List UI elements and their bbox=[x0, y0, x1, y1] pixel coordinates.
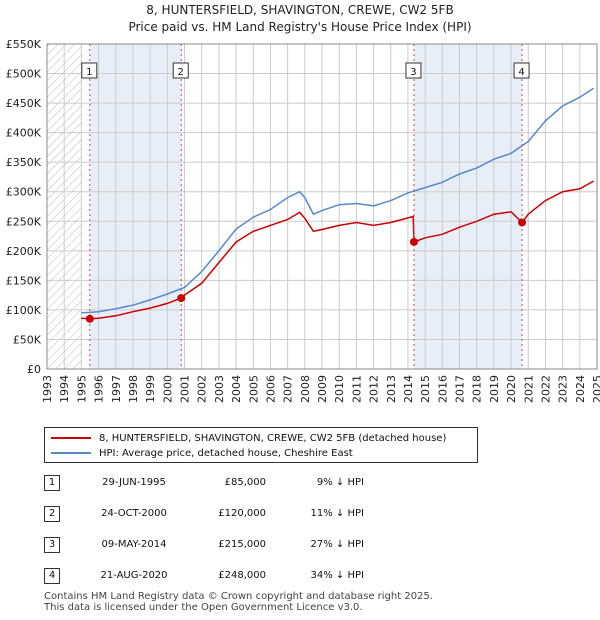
sale-date: 24-OCT-2000 bbox=[101, 508, 167, 519]
sale-point bbox=[177, 294, 186, 303]
x-tick-label: 2024 bbox=[574, 375, 587, 403]
x-tick-label: 1998 bbox=[127, 375, 140, 403]
sale-hpi-diff: 34% ↓ HPI bbox=[310, 570, 364, 581]
sale-point bbox=[518, 218, 527, 227]
x-tick-label: 2002 bbox=[196, 375, 209, 403]
y-tick-label: £500K bbox=[6, 68, 42, 81]
sale-marker-label: 2 bbox=[178, 67, 184, 78]
x-tick-label: 2016 bbox=[436, 375, 449, 403]
sale-point bbox=[85, 314, 94, 323]
y-tick-label: £0 bbox=[27, 363, 41, 376]
x-tick-label: 2010 bbox=[333, 375, 346, 403]
x-tick-label: 2003 bbox=[213, 375, 226, 403]
y-tick-label: £200K bbox=[6, 245, 42, 258]
x-tick-label: 2011 bbox=[350, 375, 363, 403]
sale-marker-box bbox=[405, 62, 422, 79]
table-row: 4 21-AUG-2020 £248,000 34% ↓ HPI bbox=[44, 565, 444, 585]
legend-item-hpi: HPI: Average price, detached house, Ches… bbox=[51, 446, 353, 460]
y-tick-label: £450K bbox=[6, 97, 42, 110]
x-tick-label: 2021 bbox=[522, 375, 535, 403]
sale-price: £248,000 bbox=[218, 570, 266, 581]
sale-date: 29-JUN-1995 bbox=[102, 477, 166, 488]
sale-marker-label: 4 bbox=[518, 67, 524, 78]
sale-price: £215,000 bbox=[218, 539, 266, 550]
legend-swatch-hpi bbox=[51, 452, 91, 454]
y-tick-label: £250K bbox=[6, 215, 42, 228]
sale-hpi-diff: 9% ↓ HPI bbox=[316, 477, 364, 488]
x-tick-label: 2001 bbox=[179, 375, 192, 403]
sale-marker-box bbox=[172, 62, 189, 79]
legend-swatch-property bbox=[51, 437, 91, 439]
x-tick-label: 1999 bbox=[144, 375, 157, 403]
x-tick-label: 2006 bbox=[264, 375, 277, 403]
sale-marker-box bbox=[81, 62, 98, 79]
x-tick-label: 1994 bbox=[58, 375, 71, 403]
table-row: 2 24-OCT-2000 £120,000 11% ↓ HPI bbox=[44, 503, 444, 523]
sale-number-badge: 2 bbox=[44, 506, 60, 522]
y-tick-label: £400K bbox=[6, 127, 42, 140]
sale-number-badge: 3 bbox=[44, 537, 60, 553]
series-line-property bbox=[81, 180, 594, 320]
y-tick-label: £350K bbox=[6, 156, 42, 169]
x-tick-label: 2018 bbox=[471, 375, 484, 403]
x-tick-label: 2008 bbox=[299, 375, 312, 403]
sale-marker-label: 3 bbox=[410, 67, 416, 78]
sale-number-badge: 1 bbox=[44, 475, 60, 491]
sale-point bbox=[409, 237, 418, 246]
sale-marker-label: 1 bbox=[86, 67, 92, 78]
x-tick-label: 2012 bbox=[368, 375, 381, 403]
x-tick-label: 2004 bbox=[230, 375, 243, 403]
x-tick-label: 2009 bbox=[316, 375, 329, 403]
series-line-hpi bbox=[81, 87, 595, 314]
x-tick-label: 2020 bbox=[505, 375, 518, 403]
x-tick-label: 2000 bbox=[161, 375, 174, 403]
footer-line-licence: This data is licensed under the Open Gov… bbox=[44, 602, 363, 613]
sale-price: £120,000 bbox=[218, 508, 266, 519]
x-tick-label: 2014 bbox=[402, 375, 415, 403]
footer-credits: Contains HM Land Registry data © Crown c… bbox=[44, 591, 433, 613]
plot-frame bbox=[46, 43, 598, 370]
x-tick-label: 2017 bbox=[454, 375, 467, 403]
legend-item-property: 8, HUNTERSFIELD, SHAVINGTON, CREWE, CW2 … bbox=[51, 431, 446, 445]
sale-date: 09-MAY-2014 bbox=[101, 539, 167, 550]
x-tick-label: 2007 bbox=[282, 375, 295, 403]
x-tick-label: 2015 bbox=[419, 375, 432, 403]
sale-number-badge: 4 bbox=[44, 568, 60, 584]
chart-title: 8, HUNTERSFIELD, SHAVINGTON, CREWE, CW2 … bbox=[146, 3, 454, 17]
sale-hpi-diff: 11% ↓ HPI bbox=[310, 508, 364, 519]
y-tick-label: £300K bbox=[6, 186, 42, 199]
x-tick-label: 2023 bbox=[557, 375, 570, 403]
y-tick-label: £150K bbox=[6, 274, 42, 287]
legend-label-hpi: HPI: Average price, detached house, Ches… bbox=[99, 447, 353, 459]
table-row: 3 09-MAY-2014 £215,000 27% ↓ HPI bbox=[44, 534, 444, 554]
y-tick-label: £550K bbox=[6, 38, 42, 51]
chart-plot: £0 £50K £100K £150K £200K £250K £300K £350K £400… bbox=[6, 38, 600, 403]
x-tick-label: 1997 bbox=[110, 375, 123, 403]
sale-hpi-diff: 27% ↓ HPI bbox=[310, 539, 364, 550]
ownership-band bbox=[89, 44, 182, 369]
x-tick-label: 1993 bbox=[41, 375, 54, 403]
legend-label-property: 8, HUNTERSFIELD, SHAVINGTON, CREWE, CW2 … bbox=[99, 432, 447, 444]
footer-line-copyright: Contains HM Land Registry data © Crown c… bbox=[44, 591, 433, 602]
table-row: 1 29-JUN-1995 £85,000 9% ↓ HPI bbox=[44, 472, 444, 492]
x-tick-label: 1996 bbox=[93, 375, 106, 403]
x-tick-label: 2005 bbox=[247, 375, 260, 403]
sale-price: £85,000 bbox=[224, 477, 266, 488]
ownership-band bbox=[413, 44, 523, 369]
sale-marker-box bbox=[513, 62, 530, 79]
y-tick-label: £100K bbox=[6, 304, 42, 317]
sale-date: 21-AUG-2020 bbox=[100, 570, 168, 581]
chart-subtitle: Price paid vs. HM Land Registry's House … bbox=[128, 20, 472, 34]
x-tick-label: 2013 bbox=[385, 375, 398, 403]
y-tick-label: £50K bbox=[13, 333, 42, 346]
x-tick-label: 2022 bbox=[539, 375, 552, 403]
x-tick-label: 2025 bbox=[591, 375, 600, 403]
x-tick-label: 1995 bbox=[75, 375, 88, 403]
x-tick-label: 2019 bbox=[488, 375, 501, 403]
legend: 8, HUNTERSFIELD, SHAVINGTON, CREWE, CW2 … bbox=[44, 427, 478, 463]
